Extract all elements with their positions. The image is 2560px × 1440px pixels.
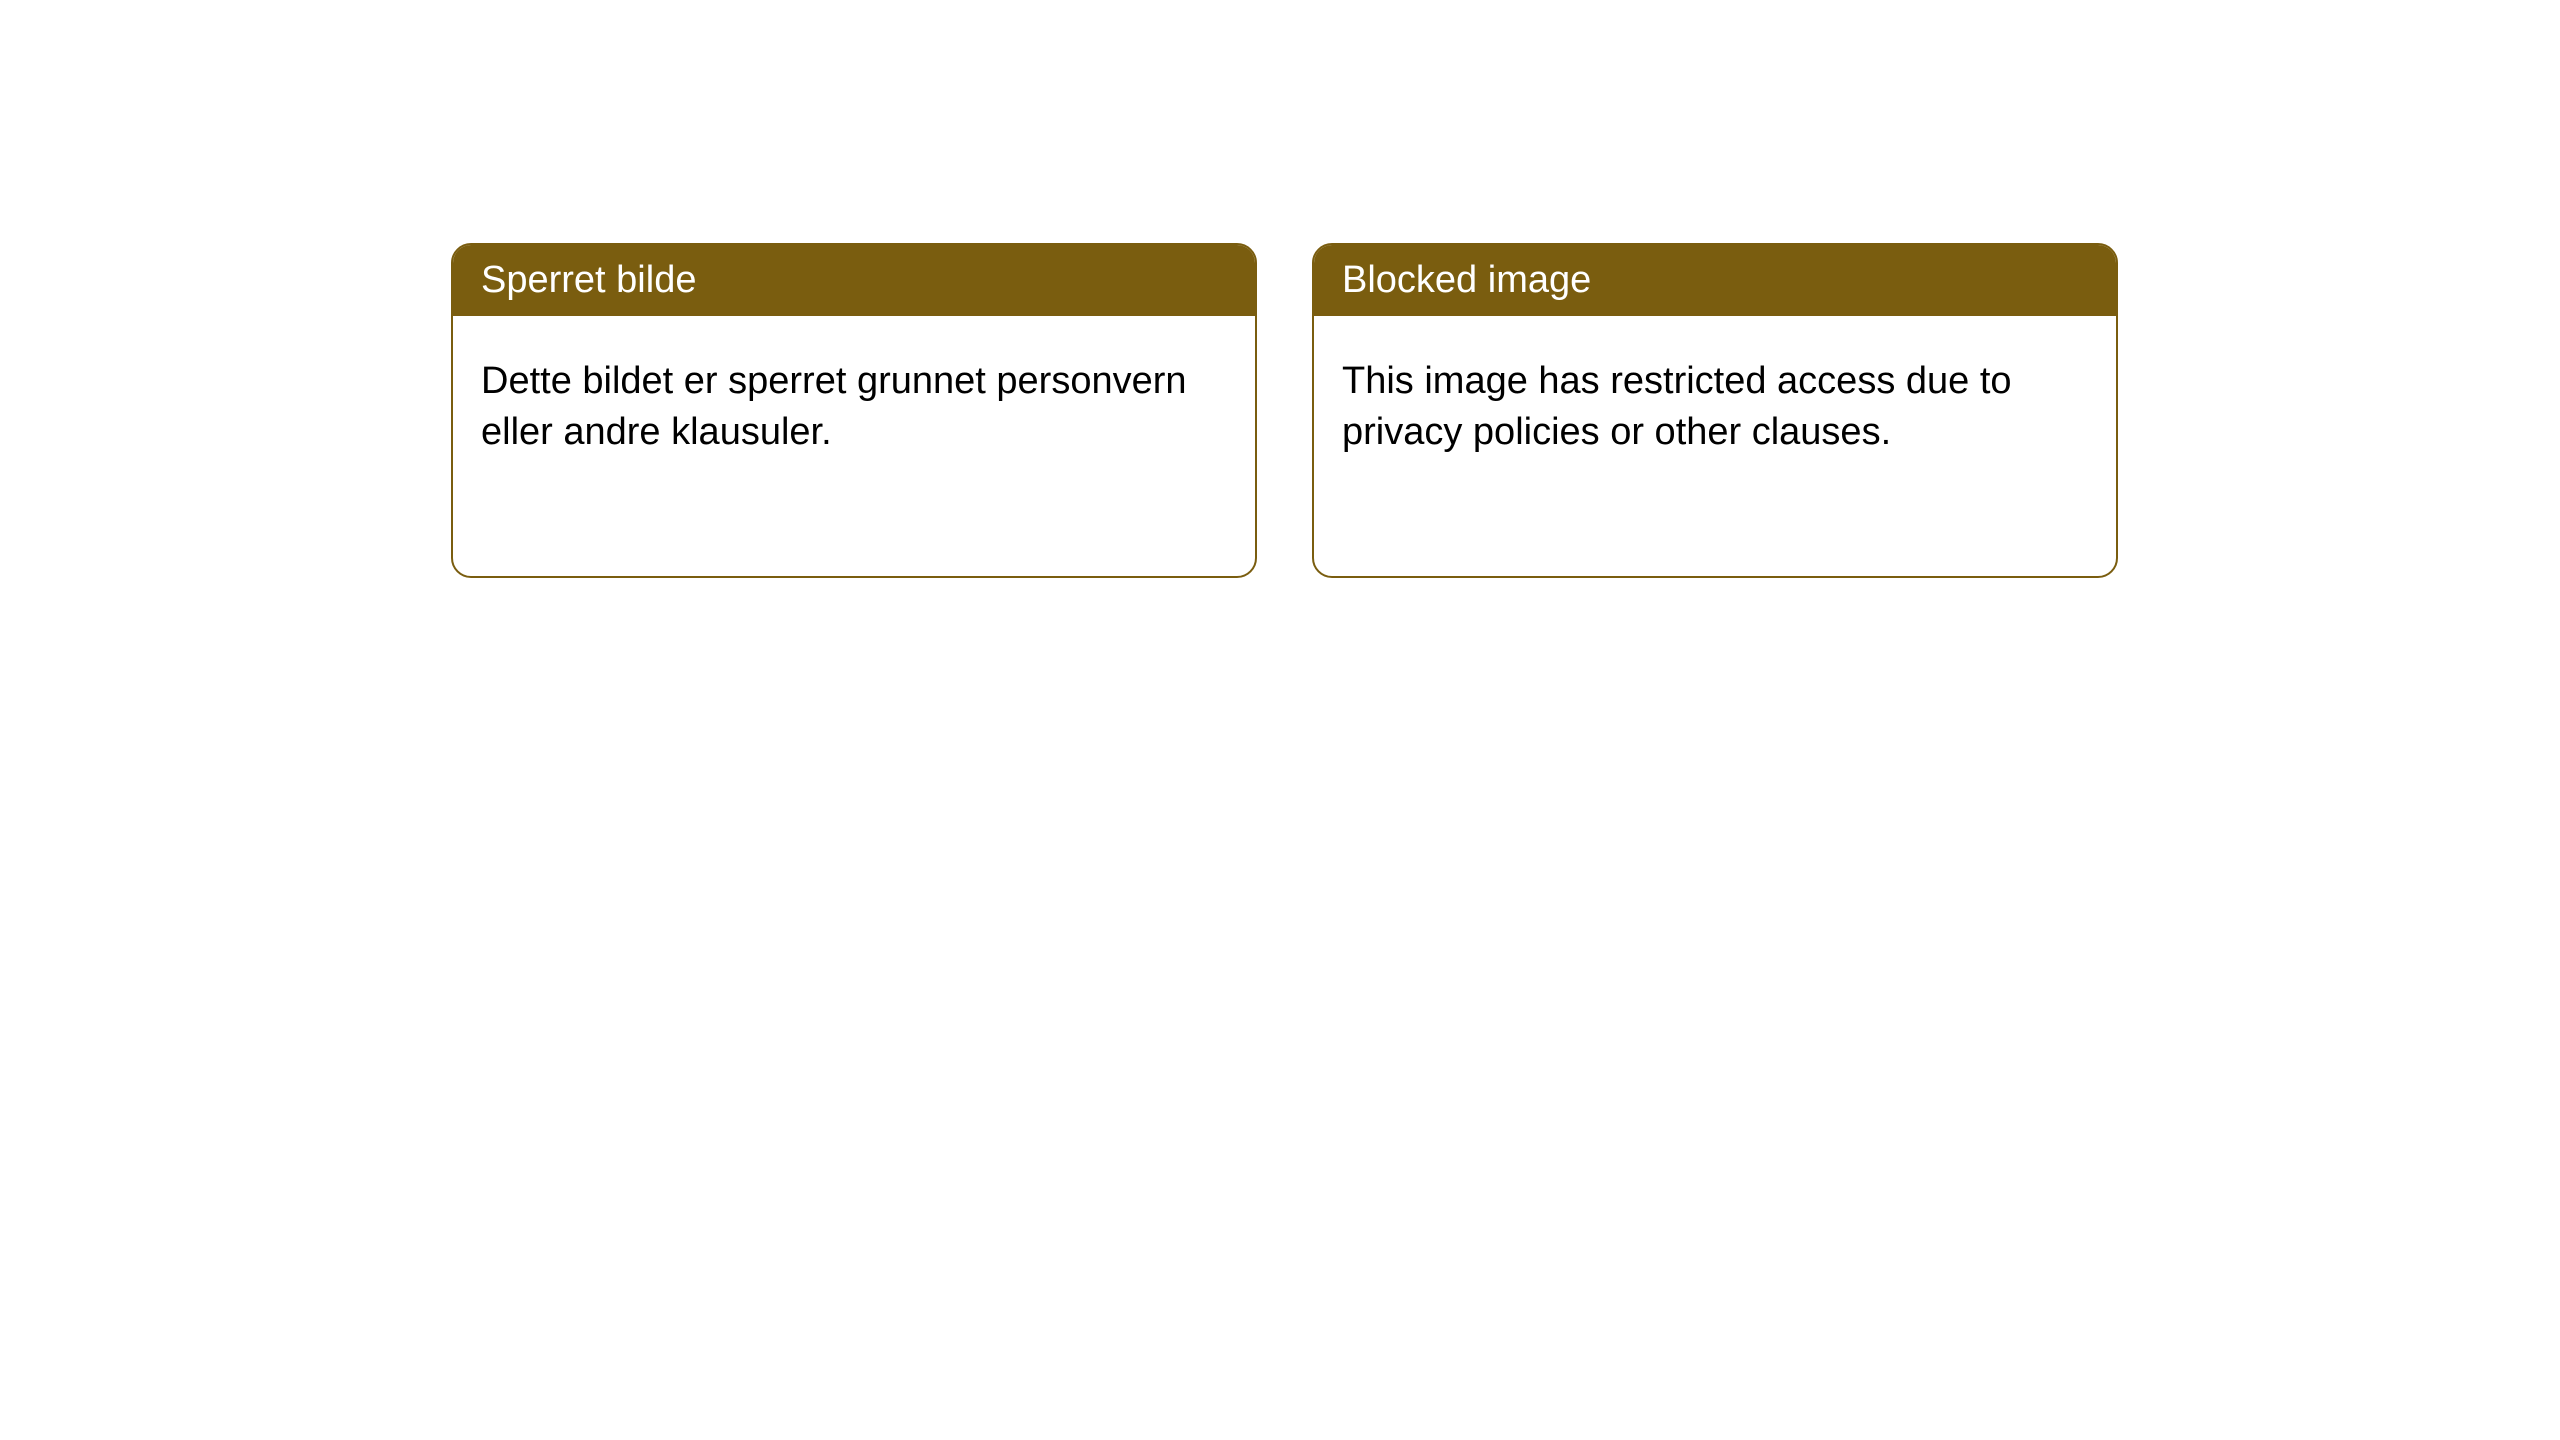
notice-text: Dette bildet er sperret grunnet personve… [481, 360, 1187, 453]
notice-text: This image has restricted access due to … [1342, 360, 2012, 453]
notice-box-norwegian: Sperret bilde Dette bildet er sperret gr… [451, 243, 1257, 578]
notice-body: This image has restricted access due to … [1314, 316, 2116, 487]
notice-title: Blocked image [1342, 259, 1591, 301]
notice-body: Dette bildet er sperret grunnet personve… [453, 316, 1255, 487]
notice-box-english: Blocked image This image has restricted … [1312, 243, 2118, 578]
notices-container: Sperret bilde Dette bildet er sperret gr… [0, 0, 2560, 578]
notice-header: Blocked image [1314, 245, 2116, 316]
notice-title: Sperret bilde [481, 259, 696, 301]
notice-header: Sperret bilde [453, 245, 1255, 316]
